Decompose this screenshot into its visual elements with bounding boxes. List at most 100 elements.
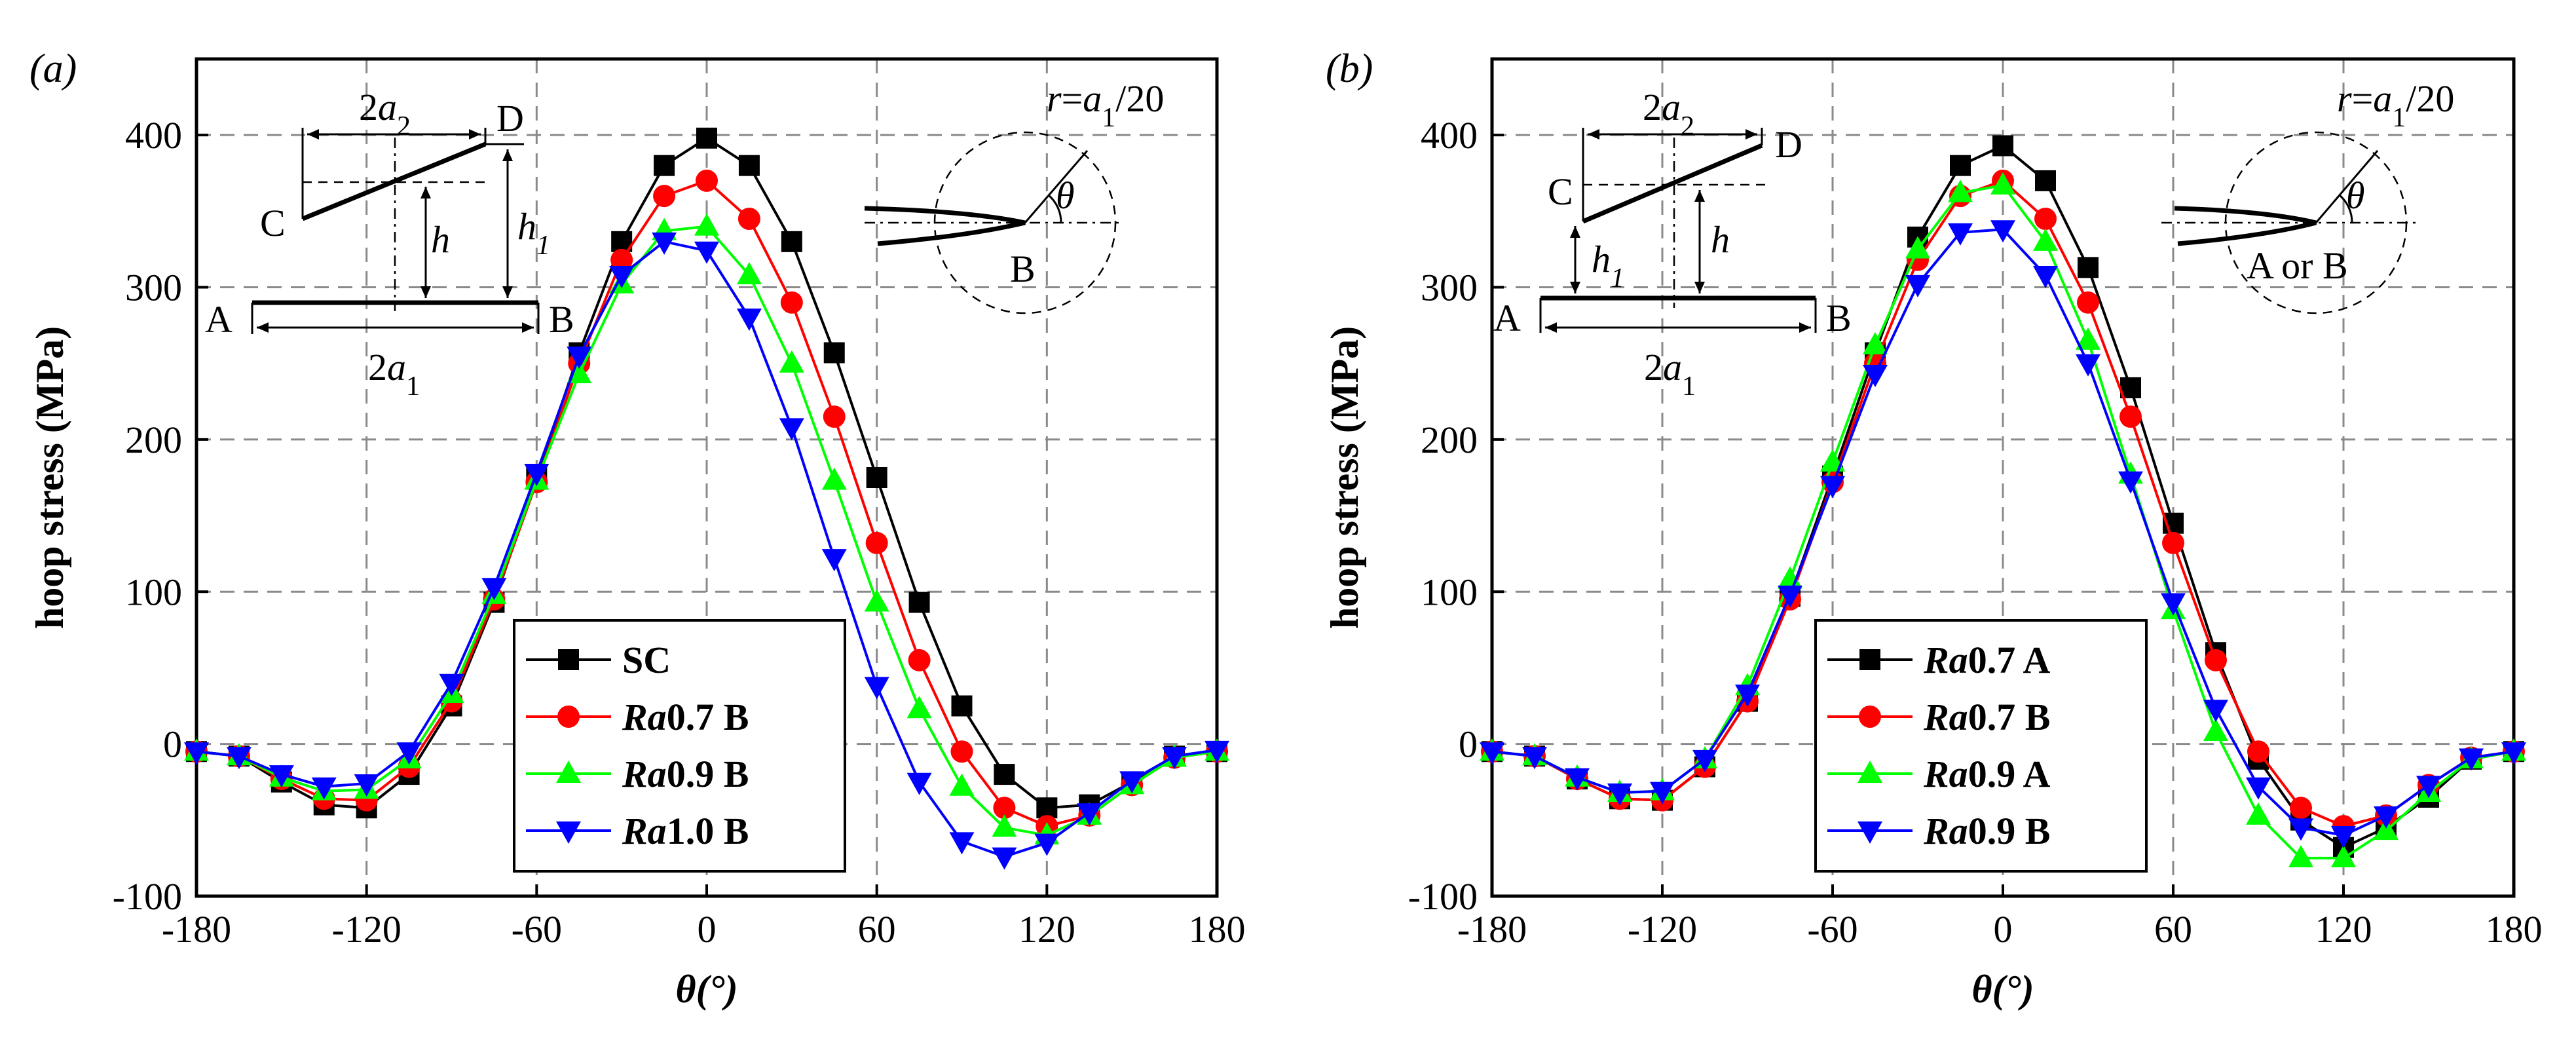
panel-b-series-3-point [2246,777,2271,800]
panel-a-inset-label-b: B [549,298,574,341]
panel-a-label: (a) [29,47,77,91]
panel-a-series-3-point [396,742,422,765]
panel-a-legend-marker-1 [557,706,580,728]
panel-a-series-0-point [994,764,1015,785]
panel-b-series-3-point [1990,220,2015,243]
panel-b-inset-label-d: D [1775,123,1802,166]
panel-a-series-1-point [993,797,1016,820]
panel-b-y-tick-label: 0 [1459,723,1478,766]
panel-b-label: (b) [1326,47,1373,91]
panel-b-series-2-point [2374,818,2399,840]
panel-b-series-3-point [1905,274,1930,297]
panel-a-series-0-point [696,127,717,149]
panel-a-series-2-point [992,814,1017,837]
panel-a-legend-label-1: Ra0.7 B [622,696,749,738]
panel-a-series-0-point [908,592,930,613]
panel-b-series-0-point [1992,135,2013,157]
panel-a-series-0-point [1036,797,1058,819]
panel-a-y-axis-label: hoop stress (MPa) [28,326,71,629]
panel-a-x-tick-label: 180 [1189,908,1246,951]
panel-b-y-tick-label: -100 [1408,875,1478,918]
panel-a-series-3-point [269,765,294,788]
panel-a-series-3-point [992,847,1017,870]
panel-a-series-0-point [866,467,887,488]
panel-b-crack-tip-inset: θ A or B [2161,131,2417,314]
panel-a-series-1-point [865,531,888,554]
panel-a-series-3-point [609,265,635,288]
panel-a-series-3-point [567,347,592,369]
panel-a-series-3-point [821,549,847,572]
panel-b-series-3-point [2416,776,2441,799]
panel-b-x-tick-label: 120 [2315,908,2372,951]
panel-a-crack-tip-inset: θ B [864,131,1120,314]
panel-a-series-0-point [781,231,802,252]
panel-b-series-3-point [1948,223,1973,246]
panel-b-x-axis-label: θ(°) [1971,968,2034,1011]
panel-a-series-1-point [908,649,931,671]
panel-b-legend-label-2: Ra0.9 A [1923,753,2050,795]
panel-b-series-3-point [1565,768,1590,791]
panel-a-series-3-point [354,774,379,797]
panel-a-inset-label-d: D [496,97,524,140]
panel-b-series-2-point [1778,566,1802,589]
panel-a-series-1-point [823,405,846,428]
panel-b-y-tick-label: 300 [1421,267,1478,309]
panel-a-inset-label-a: A [205,298,233,341]
panel-a-y-tick-label: 400 [125,114,182,157]
panel-a-series-3-point [779,418,804,441]
panel-b-series-3-point [2374,806,2399,829]
panel-a-series-3-point [1077,803,1102,826]
panel-a-legend-label-2: Ra0.9 B [622,753,749,795]
panel-a-x-tick-label: 60 [858,908,896,951]
panel-a-series-3-point [906,772,932,795]
panel-b-series-3-point [1692,749,1717,772]
panel-b-series-3-point [1480,742,1504,765]
panel-a-y-tick-label: 0 [163,723,182,766]
panel-a-series-2-point [779,350,804,373]
panel-a-series-0-point [951,695,973,717]
panel-a-series-0-point [654,155,675,176]
panel-b-series-3-point [2118,471,2143,494]
panel-b-series-1-point [2162,531,2184,554]
panel-b-x-tick-label: 0 [1994,908,2013,951]
panel-b-series-0-point [2078,257,2099,278]
panel-a-series-3-point [864,677,889,700]
panel-a-series-2-point [949,773,975,796]
panel-a-legend-marker-0 [558,649,579,670]
panel-b-series-2-point [2288,844,2313,867]
panel-a-series-3-point [652,232,677,255]
panel-a-series-2-point [694,213,719,236]
panel-a-series-3-point [694,241,719,264]
panel-b-inset-label-a: A [1493,297,1521,339]
panel-b-series-3-point [2288,818,2313,841]
panel-b-series-3-point [1650,782,1675,804]
panel-a-legend-marker-3 [556,821,581,844]
panel-a-series-3-point [1034,833,1060,856]
panel-a-series-0-point [738,155,760,176]
panel-b-legend-marker-2 [1857,761,1882,783]
panel-b-series-3-point [2331,826,2356,849]
panel-a-y-tick-label: 100 [125,571,182,613]
panel-a-series-1-point [780,291,803,314]
panel-b-series-2-point [1990,172,2015,195]
panel-a-series-3-point [311,777,337,800]
panel-a-legend-marker-2 [556,761,581,783]
panel-b-series-2-point [2203,719,2228,742]
panel-b-radius-note: r=a1/20 [2337,77,2454,133]
panel-a-inset-h: h [431,218,450,261]
panel-a-y-tick-label: -100 [113,875,182,918]
panel-b-series-3-point [2203,700,2228,723]
panel-a-legend-label-0: SC [622,639,671,681]
panel-b-legend-label-0: Ra0.7 A [1923,639,2050,681]
panel-b-series-3-point [1735,684,1760,707]
panel-a-series-2-point [821,467,847,490]
panel-b: (b) -180 -120 -60 0 60 120 180 -100 0 100 200 300 40… [1323,47,2543,1011]
panel-a-series-3-point [1119,771,1145,794]
panel-b-series-2-point [1905,236,1930,259]
panel-b-x-tick-label: -120 [1628,908,1697,951]
panel-b-series-2-point [1863,331,1888,354]
panel-b-series-3-point [2161,593,2186,616]
panel-b-x-tick-label: 180 [2486,908,2543,951]
panel-a-x-tick-label: -120 [332,908,401,951]
panel-b-x-tick-label: -60 [1807,908,1857,951]
